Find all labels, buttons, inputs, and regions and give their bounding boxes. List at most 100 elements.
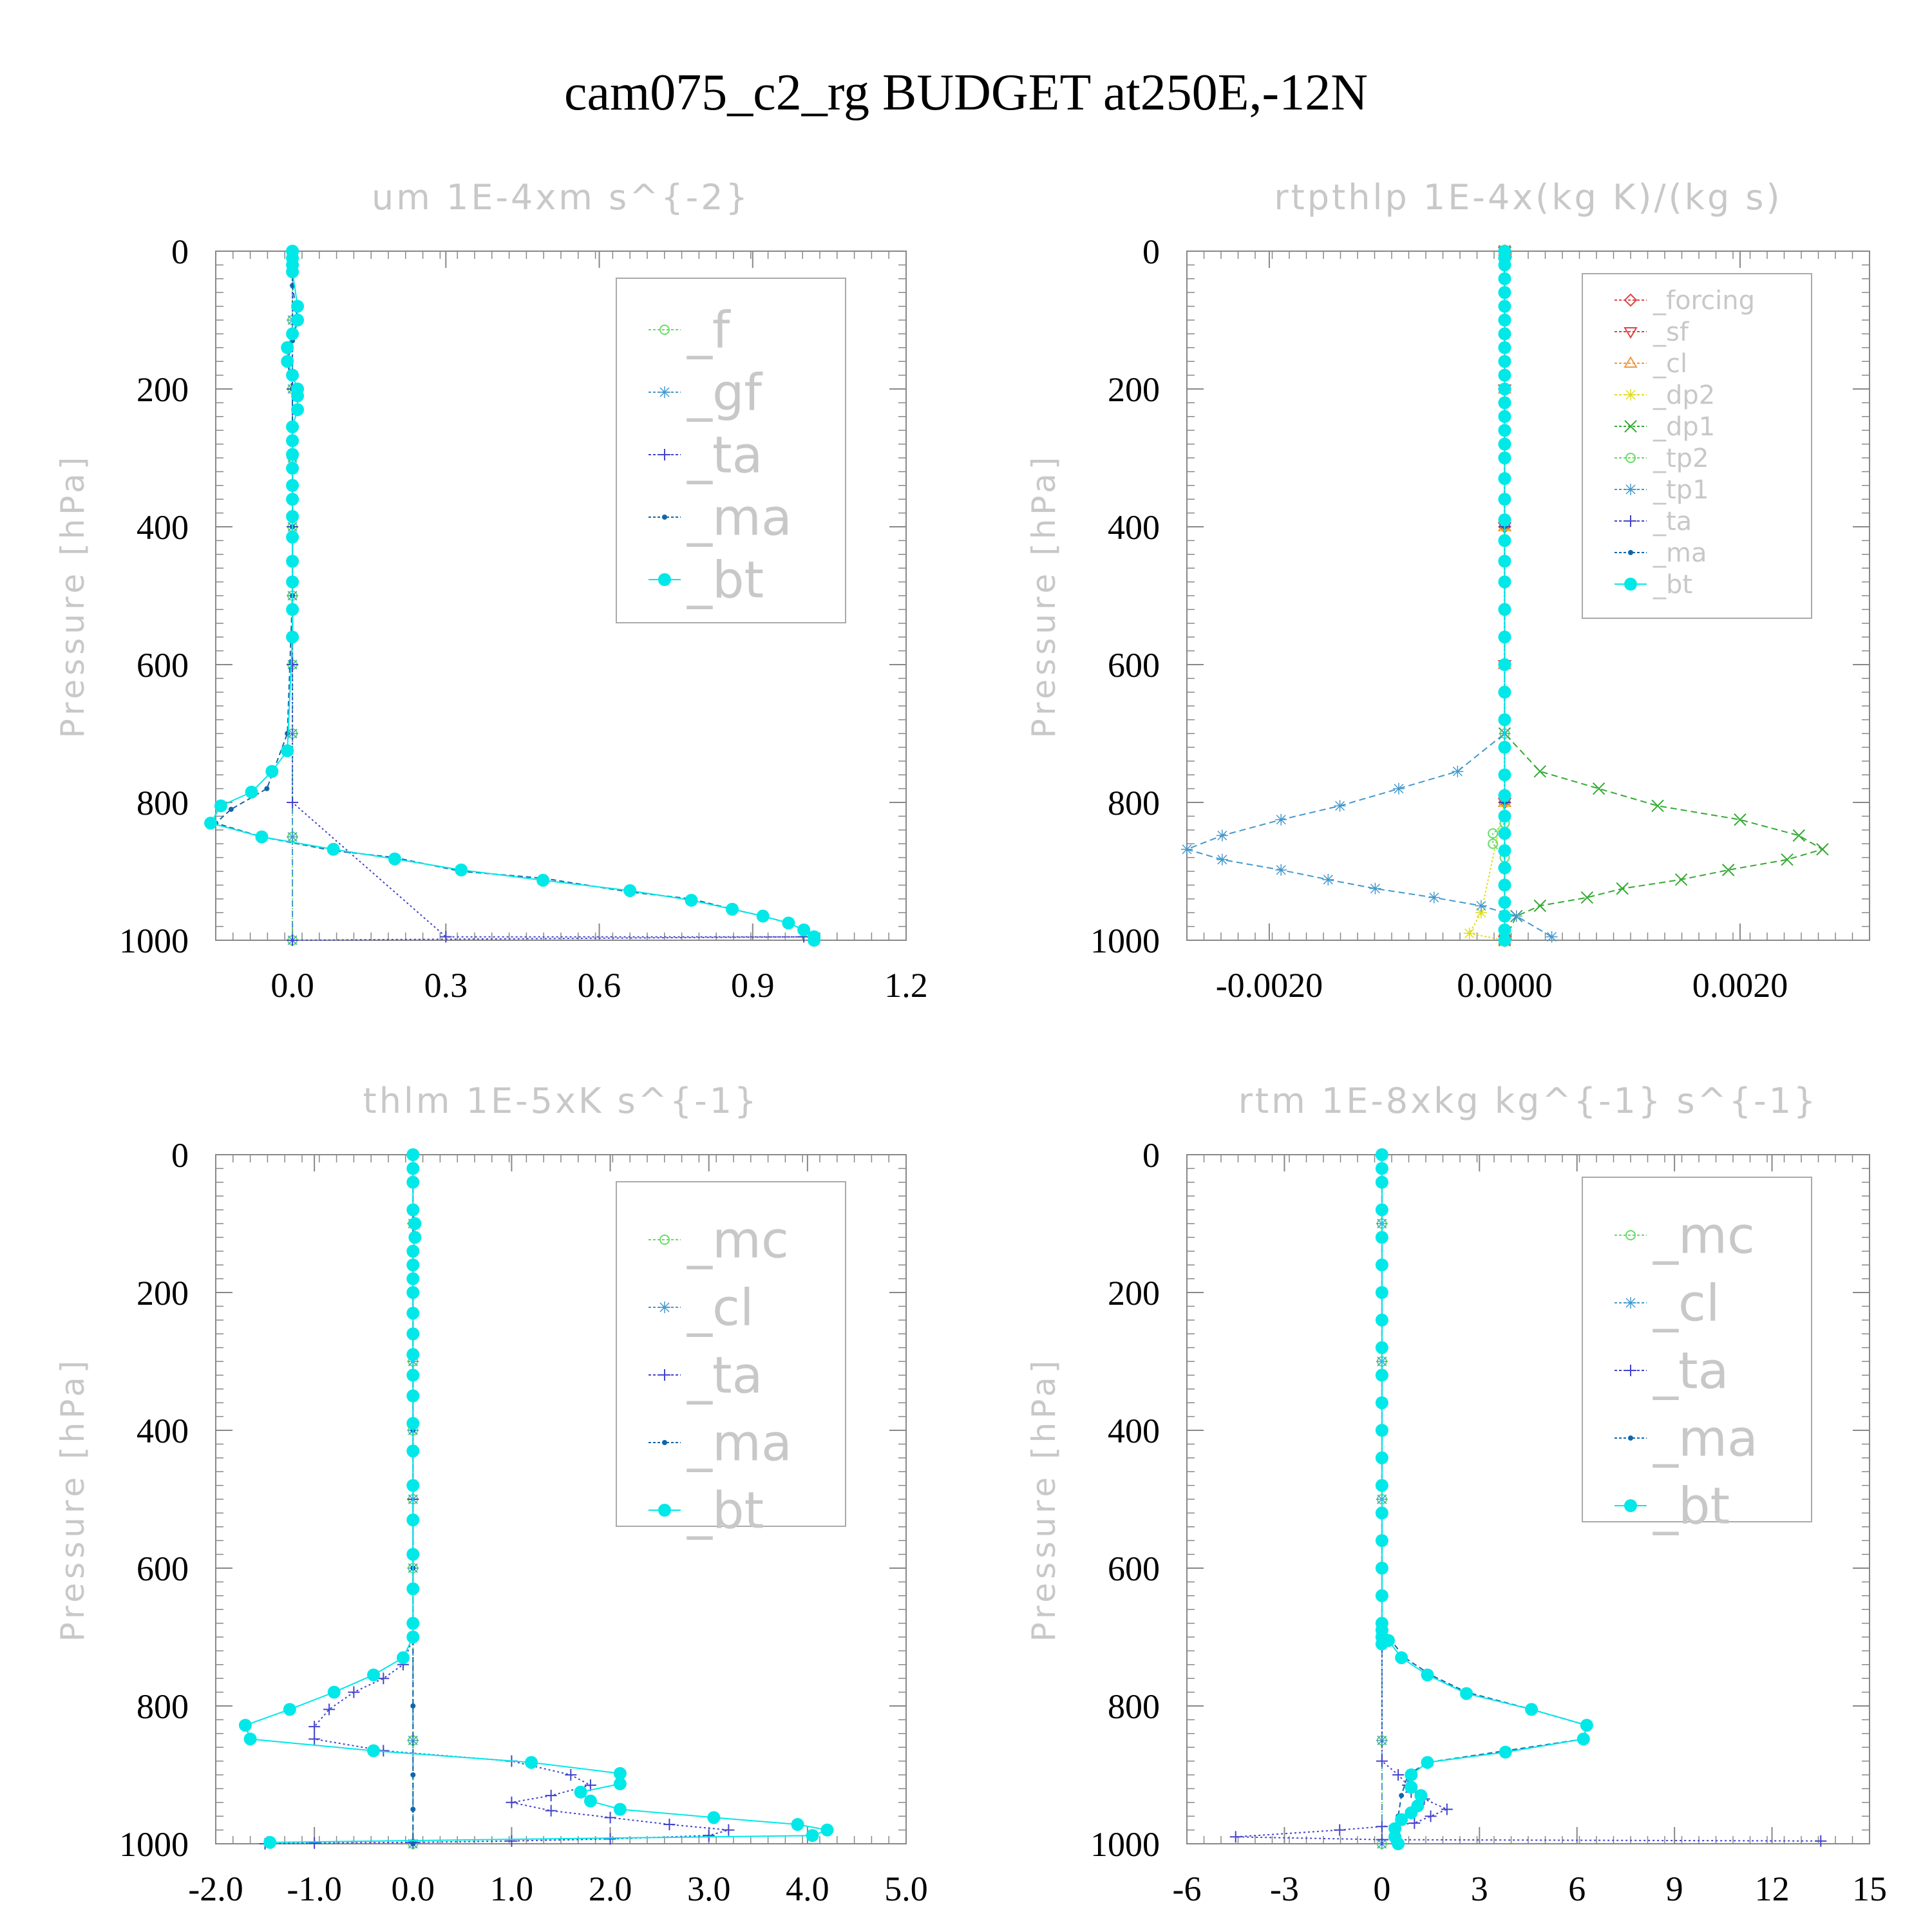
legend-item: _dp1 [1615, 412, 1715, 442]
data-point [1498, 424, 1511, 437]
x-tick-label: 0.0 [270, 966, 314, 1005]
data-point [726, 902, 739, 916]
series-bt [238, 1148, 834, 1849]
data-point [1375, 1534, 1388, 1548]
data-point [291, 314, 305, 327]
panel-title: thlm 1E-5xK s^{-1} [363, 1081, 759, 1121]
data-point [723, 1824, 735, 1836]
data-point [1399, 1793, 1405, 1799]
y-axis-label: Pressure [hPa] [54, 453, 91, 739]
data-point [410, 1806, 416, 1812]
legend-item: _bt [1615, 1477, 1730, 1535]
data-point [286, 531, 299, 544]
data-point [204, 817, 218, 830]
legend-item: _ta [1615, 1342, 1728, 1400]
data-point [1322, 873, 1334, 886]
legend-item: _forcing [1615, 286, 1755, 316]
data-point [1674, 873, 1688, 886]
panel-title: um 1E-4xm s^{-2} [372, 177, 750, 218]
y-tick-label: 800 [1108, 784, 1160, 822]
legend-label: _cl [1653, 349, 1687, 379]
data-point [707, 1811, 721, 1824]
legend-marker [1624, 1499, 1637, 1512]
y-tick-label: 800 [137, 1687, 189, 1726]
data-point [1510, 910, 1522, 922]
data-point [406, 1286, 420, 1299]
data-point [406, 1444, 420, 1458]
legend-label: _ma [687, 489, 792, 547]
y-tick-label: 200 [137, 1274, 189, 1312]
series-tp1 [1181, 245, 1558, 943]
data-point [1498, 685, 1511, 699]
data-point [1498, 327, 1511, 341]
data-point [1498, 603, 1511, 616]
data-point [1498, 658, 1511, 671]
data-point [287, 659, 299, 670]
data-point [1498, 299, 1511, 313]
legend-item: _ta [649, 426, 762, 484]
data-point [238, 1718, 252, 1732]
data-point [663, 1819, 676, 1831]
data-point [323, 1703, 336, 1716]
data-point [406, 1368, 420, 1382]
series-bt [204, 245, 821, 947]
data-point [1375, 1175, 1388, 1189]
data-point [327, 1685, 341, 1699]
legend-item: _mc [1615, 1207, 1755, 1265]
data-point [377, 1672, 390, 1685]
data-point [286, 434, 299, 448]
data-point [406, 1203, 420, 1217]
data-point [1498, 258, 1511, 272]
data-point [285, 731, 290, 736]
data-point [1395, 1651, 1408, 1665]
series-line [1504, 251, 1824, 941]
data-point [1577, 1732, 1590, 1746]
data-point [406, 1513, 420, 1527]
x-tick-label: 3 [1471, 1870, 1488, 1908]
legend-marker [1624, 356, 1638, 368]
data-point [291, 299, 305, 313]
data-point [410, 1772, 416, 1777]
data-point [806, 1829, 819, 1842]
data-point [455, 863, 468, 876]
data-point [1498, 368, 1511, 382]
data-point [1616, 882, 1629, 895]
y-tick-label: 800 [1108, 1687, 1160, 1726]
y-tick-label: 400 [137, 1412, 189, 1450]
data-point [1498, 493, 1511, 506]
legend-marker [1624, 293, 1638, 307]
x-tick-label: 0.3 [424, 966, 468, 1005]
y-tick-label: 400 [137, 508, 189, 547]
legend-item: _ta [649, 1347, 762, 1405]
legend-marker [1625, 1365, 1636, 1376]
data-point [1275, 813, 1287, 826]
x-tick-label: -1.0 [287, 1870, 341, 1908]
x-tick-label: 1.2 [884, 966, 928, 1005]
data-point [1375, 1424, 1388, 1437]
data-point [1229, 1831, 1242, 1843]
data-point [1488, 838, 1499, 849]
legend-label: _bt [1653, 570, 1692, 600]
data-point [1792, 829, 1806, 842]
data-point [1533, 765, 1546, 778]
data-point [281, 355, 294, 368]
legend-label: _tp1 [1653, 475, 1709, 505]
data-point [406, 1389, 420, 1403]
data-point [406, 1548, 420, 1561]
data-point [1375, 1451, 1388, 1464]
figure-title: cam075_c2_rg BUDGET at250E,-12N [564, 64, 1368, 121]
data-point [406, 1417, 420, 1430]
y-tick-label: 0 [1142, 232, 1160, 271]
x-tick-label: 6 [1568, 1870, 1586, 1908]
x-tick-label: -3 [1270, 1870, 1299, 1908]
data-point [255, 830, 269, 844]
data-point [613, 1803, 627, 1816]
data-point [287, 934, 299, 946]
legend-marker [1624, 578, 1637, 591]
data-point [1452, 765, 1464, 777]
data-point [1498, 341, 1511, 354]
data-point [283, 1703, 296, 1716]
data-point [536, 873, 550, 887]
data-point [1498, 437, 1511, 451]
data-point [1375, 1479, 1388, 1492]
